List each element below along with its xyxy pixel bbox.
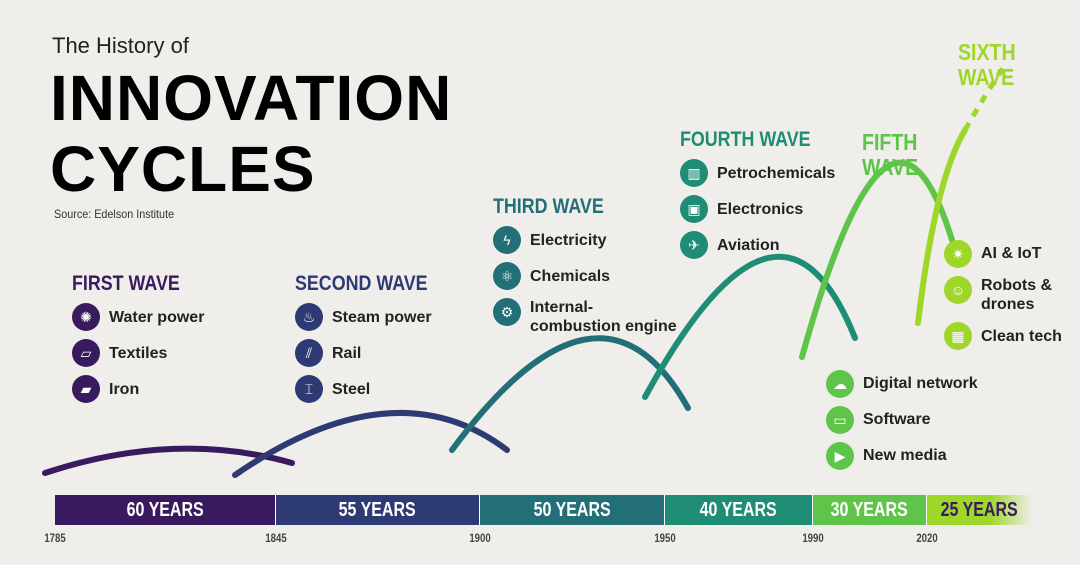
wave-title: FIRST WAVE [72, 272, 180, 295]
item-label: Electronics [717, 200, 804, 218]
segment-55-years: 55 YEARS [276, 495, 480, 525]
wave-title: FOURTH WAVE [680, 128, 811, 151]
curve-third-wave [449, 335, 691, 453]
item-label: Software [863, 411, 931, 429]
item-label: Iron [109, 380, 140, 398]
segment-25-years: 25 YEARS [927, 495, 1032, 525]
wave-title: SECOND WAVE [295, 272, 428, 295]
engine-icon: ⚙ [493, 298, 521, 327]
segment-40-years: 40 YEARS [665, 495, 813, 525]
segment-30-years: 30 YEARS [813, 495, 927, 525]
chip-icon: ▣ [680, 195, 708, 224]
solar-panel-icon: ▦ [944, 322, 972, 351]
item-label: Chemicals [530, 267, 611, 285]
curve-sixth-wave [915, 127, 968, 326]
wave-sixth: ✷ AI & IoT ☺ Robots & drones ▦ Clean tech [944, 232, 1062, 351]
wave-second: SECOND WAVE ♨ Steam power ⫽ Rail ⌶ Steel [295, 272, 451, 404]
wave-first: FIRST WAVE ✺ Water power ▱ Textiles ▰ Iron [72, 272, 205, 404]
title-line-1: INNOVATION [50, 62, 453, 134]
curve-fifth-wave [799, 159, 955, 360]
wave-title: THIRD WAVE [493, 195, 604, 218]
ai-brain-icon: ✷ [944, 240, 972, 268]
play-screen-icon: ▶ [826, 442, 854, 470]
curve-fourth-wave [642, 253, 858, 400]
year-label: 2020 [916, 531, 938, 545]
item-label: Electricity [530, 231, 607, 249]
year-label: 1845 [265, 531, 287, 545]
curve-second-wave [232, 409, 510, 478]
fifth-wave-title: FIFTH WAVE [862, 129, 919, 181]
lightning-icon: ϟ [493, 226, 521, 255]
year-label: 1990 [802, 531, 824, 545]
water-wheel-icon: ✺ [72, 303, 100, 332]
year-label: 1900 [469, 531, 491, 545]
curve-sixth-wave-projection [962, 66, 1006, 132]
item-label: Rail [332, 344, 362, 362]
sixth-wave-title: SIXTH WAVE [958, 39, 1016, 91]
item-label: Steam power [332, 308, 432, 326]
steel-beam-icon: ⌶ [295, 375, 323, 404]
item-label: Robots & drones [981, 277, 1053, 314]
segment-50-years: 50 YEARS [480, 495, 665, 525]
item-label: Digital network [863, 375, 978, 393]
item-label: Petrochemicals [717, 164, 836, 182]
item-label: Internal-combustion engine [530, 299, 677, 336]
cloud-network-icon: ☁ [826, 370, 854, 398]
rail-track-icon: ⫽ [295, 339, 323, 368]
year-label: 1785 [44, 531, 66, 545]
monitor-icon: ▭ [826, 406, 854, 434]
year-label: 1950 [654, 531, 676, 545]
item-label: Clean tech [981, 327, 1062, 345]
iron-ingot-icon: ▰ [72, 375, 100, 404]
segment-60-years: 60 YEARS [55, 495, 276, 525]
subtitle: The History of [52, 33, 189, 58]
item-label: Textiles [109, 344, 168, 362]
fabric-icon: ▱ [72, 339, 100, 368]
steam-engine-icon: ♨ [295, 303, 323, 332]
refinery-icon: ▥ [680, 159, 708, 188]
molecule-icon: ⚛ [493, 262, 521, 291]
item-label: Aviation [717, 236, 780, 254]
source-note: Source: Edelson Institute [54, 207, 175, 221]
airplane-icon: ✈ [680, 231, 708, 260]
title-line-2: CYCLES [50, 133, 316, 205]
item-label: AI & IoT [981, 245, 1042, 263]
robot-icon: ☺ [944, 276, 972, 304]
wave-fourth: FOURTH WAVE ▥ Petrochemicals ▣ Electronics… [680, 128, 836, 260]
item-label: Water power [109, 308, 205, 326]
wave-third: THIRD WAVE ϟ Electricity ⚛ Chemicals ⚙ Inte… [493, 195, 680, 336]
item-label: Steel [332, 380, 371, 398]
wave-fifth: ☁ Digital network ▭ Software ▶ New media [826, 362, 978, 470]
item-label: New media [863, 447, 947, 465]
